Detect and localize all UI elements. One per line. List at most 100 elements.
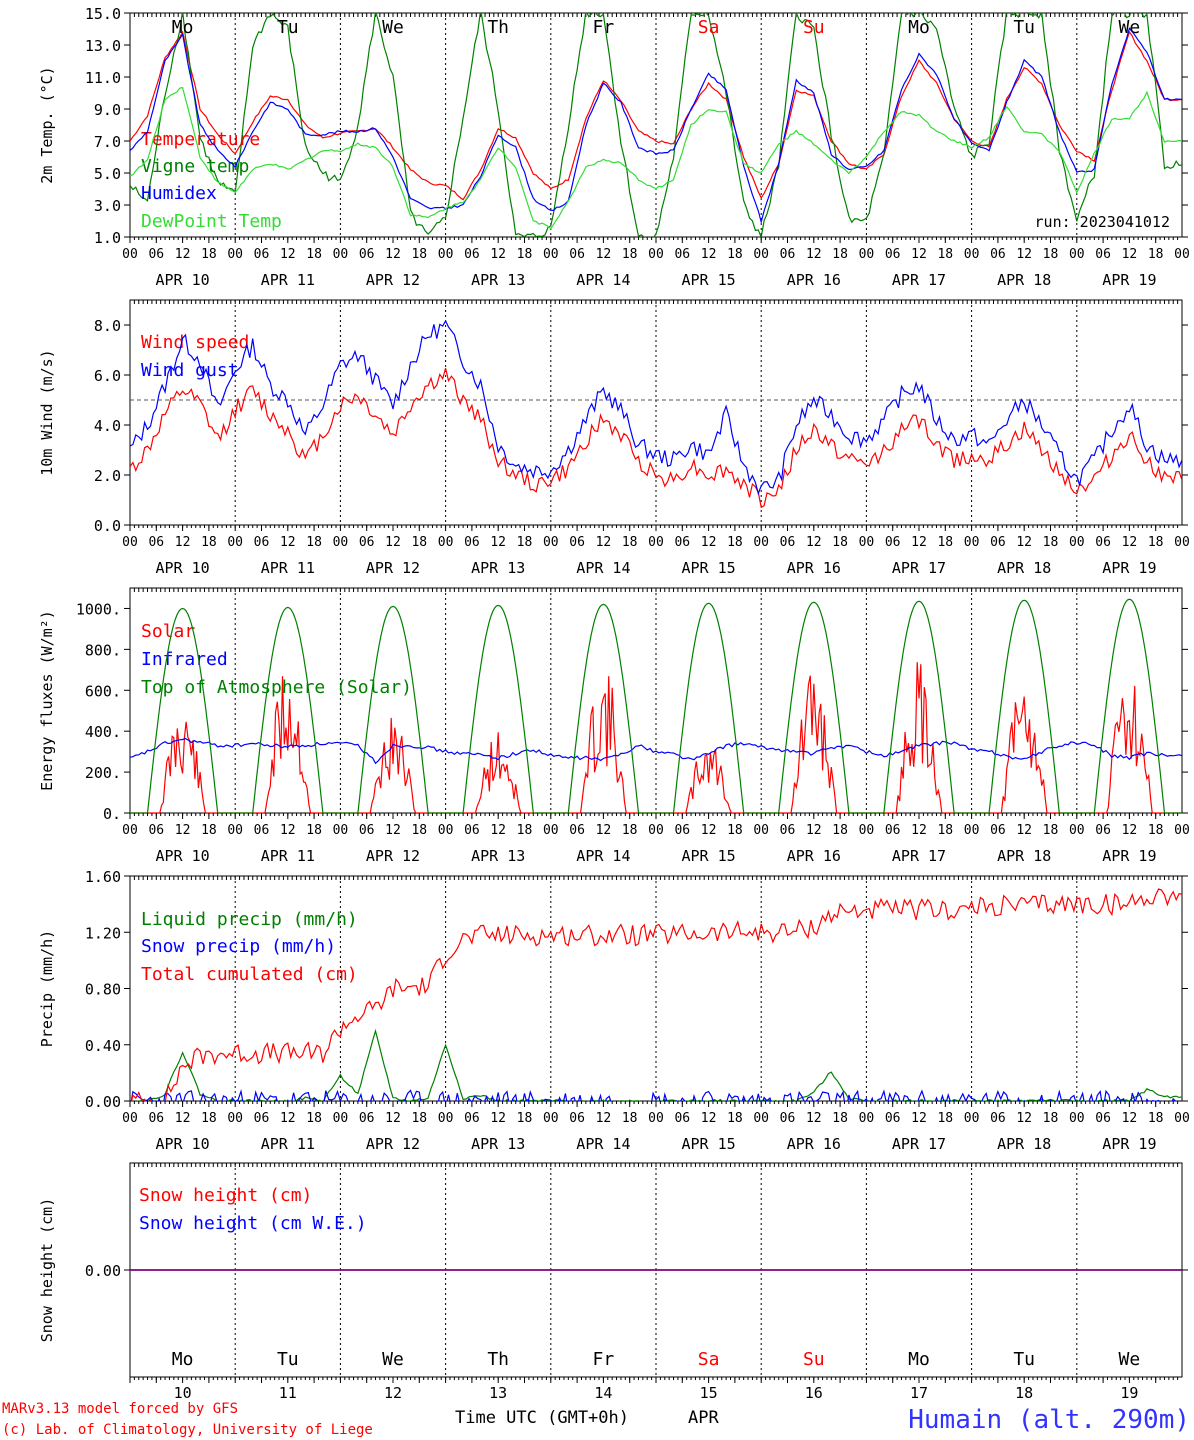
- copyright-credit: (c) Lab. of Climatology, University of L…: [2, 1422, 373, 1438]
- x-tick-label: 00: [227, 823, 243, 838]
- x-tick-label: 00: [438, 247, 454, 262]
- x-tick-label: 12: [806, 247, 822, 262]
- day-label: APR 15: [682, 271, 736, 289]
- x-tick-label: 12: [701, 823, 717, 838]
- weekday-label: Fr: [593, 17, 615, 38]
- y-tick-label: 0.00: [85, 1093, 121, 1111]
- weekday-label: We: [382, 1349, 404, 1370]
- panel-2: 00 06 12 18 APR 10 00 06 12 18 APR 11 00 06 12 18 APR …: [38, 299, 1190, 577]
- x-tick-label: 06: [780, 247, 796, 262]
- x-tick-label: 12: [1016, 535, 1032, 550]
- weekday-label: Th: [487, 1349, 509, 1370]
- legend-entry: Snow height (cm): [139, 1185, 312, 1206]
- x-tick-label: 06: [885, 247, 901, 262]
- x-tick-label: 00: [859, 535, 875, 550]
- x-tick-label: 18: [517, 1111, 533, 1126]
- x-tick-label: 12: [911, 247, 927, 262]
- x-tick-label: 18: [201, 535, 217, 550]
- y-axis-label: Energy fluxes (W/m²): [38, 610, 56, 791]
- y-tick-label: 800.: [85, 641, 121, 659]
- x-tick-label-end: 00: [1174, 1111, 1190, 1126]
- x-tick-label: 12: [596, 823, 612, 838]
- weekday-label: Th: [487, 17, 509, 38]
- x-tick-label: 06: [254, 247, 270, 262]
- x-tick-label: 18: [622, 535, 638, 550]
- x-tick-label: 12: [596, 1111, 612, 1126]
- x-tick-label: 18: [411, 247, 427, 262]
- x-tick-label: 00: [227, 1111, 243, 1126]
- x-tick-label: 18: [832, 247, 848, 262]
- day-label: APR 10: [156, 847, 210, 865]
- x-tick-label: 00: [333, 535, 349, 550]
- x-tick-label: 06: [359, 535, 375, 550]
- x-tick-label: 18: [411, 823, 427, 838]
- x-tick-label: 00: [333, 1111, 349, 1126]
- y-axis-label: 2m Temp. (°C): [38, 66, 56, 183]
- weekday-label: We: [1119, 17, 1141, 38]
- day-label: APR 12: [366, 1135, 420, 1153]
- series-line-3: [130, 27, 1182, 225]
- x-tick-label: 06: [254, 535, 270, 550]
- x-tick-label: 00: [753, 823, 769, 838]
- x-tick-label: 12: [1122, 823, 1138, 838]
- x-tick-label: 00: [438, 535, 454, 550]
- x-tick-label: 18: [1043, 247, 1059, 262]
- day-label: APR 16: [787, 1135, 841, 1153]
- x-tick-label: 18: [622, 247, 638, 262]
- x-tick-label: 12: [280, 823, 296, 838]
- x-tick-label: 00: [122, 247, 138, 262]
- y-axis-label: Precip (mm/h): [38, 930, 56, 1047]
- day-label: APR 19: [1102, 847, 1156, 865]
- x-tick-label: 06: [359, 823, 375, 838]
- x-tick-label: 12: [596, 535, 612, 550]
- x-tick-label: 06: [148, 535, 164, 550]
- panel-1: 00 06 12 18 APR 10 00 06 12 18 APR 11 00 06 12 18 APR …: [38, 5, 1190, 289]
- series-line-3: [130, 888, 1182, 1101]
- date-label: 14: [594, 1384, 612, 1402]
- x-tick-label: 18: [306, 247, 322, 262]
- date-label: 15: [700, 1384, 718, 1402]
- date-label: 18: [1015, 1384, 1033, 1402]
- y-tick-label: 0.: [103, 805, 121, 823]
- weekday-label: Sa: [698, 17, 720, 38]
- x-tick-label: 18: [1043, 1111, 1059, 1126]
- x-tick-label: 12: [911, 1111, 927, 1126]
- y-tick-label: 1.60: [85, 868, 121, 886]
- legend-entry: Total cumulated (cm): [141, 964, 358, 985]
- x-tick-label: 00: [122, 1111, 138, 1126]
- x-tick-label: 18: [1148, 247, 1164, 262]
- x-tick-label: 06: [990, 823, 1006, 838]
- x-tick-label: 18: [937, 247, 953, 262]
- day-label: APR 19: [1102, 1135, 1156, 1153]
- day-label: APR 12: [366, 559, 420, 577]
- series-line-2: [130, 319, 1182, 496]
- series-line-1: [130, 368, 1182, 509]
- x-tick-label: 00: [543, 823, 559, 838]
- series-line-1: [137, 1028, 1182, 1101]
- x-tick-label: 12: [1016, 823, 1032, 838]
- x-tick-label: 00: [964, 535, 980, 550]
- x-tick-label: 00: [227, 535, 243, 550]
- x-tick-label: 06: [569, 1111, 585, 1126]
- x-tick-label: 06: [569, 535, 585, 550]
- day-label: APR 15: [682, 559, 736, 577]
- x-tick-label: 18: [1148, 535, 1164, 550]
- weekday-label: Sa: [698, 1349, 720, 1370]
- day-label: APR 17: [892, 847, 946, 865]
- day-label: APR 14: [576, 559, 630, 577]
- x-tick-label: 12: [806, 823, 822, 838]
- y-tick-label: 0.00: [85, 1262, 121, 1280]
- series-line-3: [130, 598, 1182, 813]
- x-tick-label: 18: [832, 535, 848, 550]
- x-tick-label: 18: [201, 1111, 217, 1126]
- x-tick-label: 12: [490, 1111, 506, 1126]
- day-label: APR 18: [997, 271, 1051, 289]
- x-tick-label: 06: [254, 1111, 270, 1126]
- x-tick-label: 18: [306, 823, 322, 838]
- y-tick-label: 7.0: [94, 133, 121, 151]
- x-tick-label: 12: [175, 535, 191, 550]
- y-tick-label: 200.: [85, 764, 121, 782]
- day-label: APR 15: [682, 847, 736, 865]
- x-tick-label: 12: [596, 247, 612, 262]
- x-tick-label: 00: [1069, 535, 1085, 550]
